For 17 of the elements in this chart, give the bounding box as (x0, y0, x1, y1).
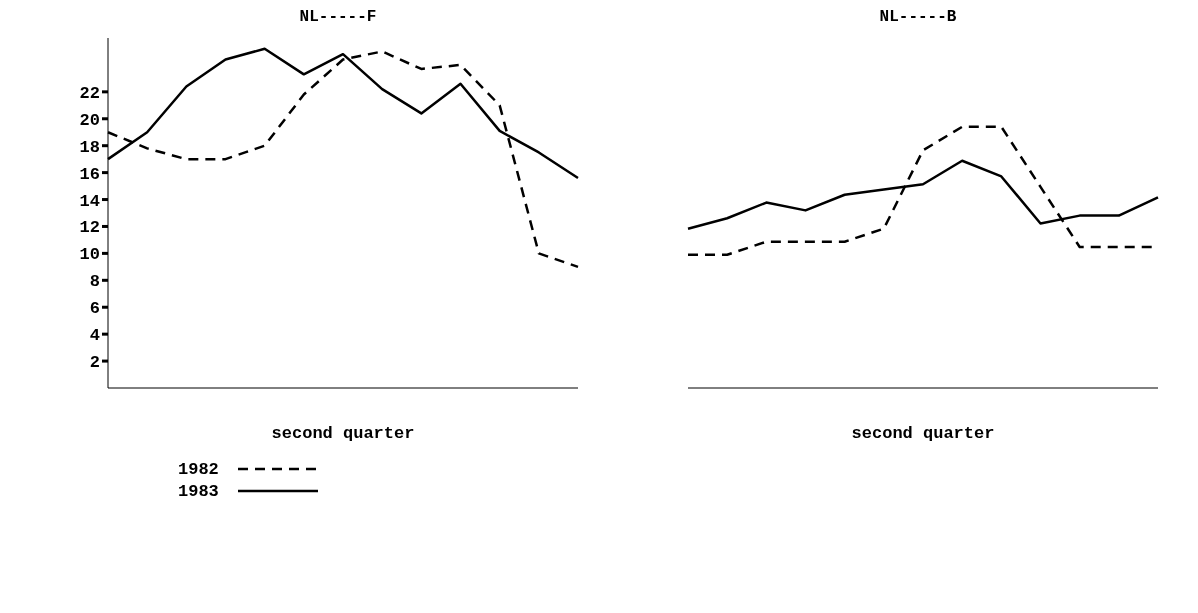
chart-title: NL-----B (878, 8, 958, 28)
y-tick-label: 14 (79, 191, 100, 211)
x-axis-title: second quarter (271, 424, 415, 443)
y-tick-label: 12 (79, 218, 100, 238)
y-tick-label: 22 (79, 83, 100, 103)
legend-label: 1983 (178, 481, 220, 501)
y-tick-label: 10 (79, 245, 100, 265)
y-tick-label: 16 (79, 164, 100, 184)
y-tick-label: 18 (79, 137, 100, 157)
y-tick-label: 20 (79, 110, 100, 130)
y-tick-label: 4 (89, 326, 100, 346)
y-tick-label: 8 (89, 272, 100, 292)
y-tick-label: 6 (89, 299, 100, 319)
legend-label: 1982 (178, 459, 220, 479)
chart-title: NL-----F (298, 8, 378, 28)
y-tick-label: 2 (89, 353, 100, 373)
x-axis-title: second quarter (851, 424, 995, 443)
